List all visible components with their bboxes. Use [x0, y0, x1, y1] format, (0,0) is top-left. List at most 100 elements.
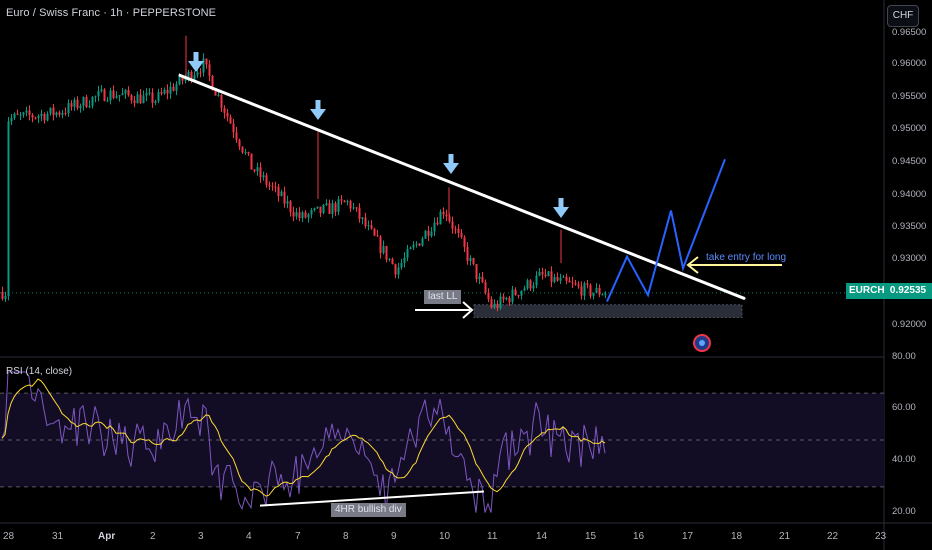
candle-body: [406, 249, 409, 258]
time-axis-label: 8: [343, 531, 349, 542]
candle-body: [376, 235, 379, 237]
down-arrow-shaft: [315, 100, 321, 110]
candle-body: [13, 113, 16, 118]
candle-body: [388, 258, 391, 260]
descending-trendline: [178, 73, 746, 300]
candle-body: [37, 115, 40, 118]
candle-body: [163, 89, 166, 94]
candle-body: [22, 112, 25, 115]
candle-body: [361, 217, 364, 219]
candle-body: [334, 203, 337, 212]
candle-body: [337, 199, 340, 212]
candle-body: [241, 146, 244, 153]
price-axis-label: 0.92000: [892, 319, 927, 330]
candle-body: [340, 199, 343, 201]
time-axis-label: 15: [585, 531, 597, 542]
candle-body: [577, 284, 580, 287]
candle-body: [523, 288, 526, 291]
candle-body: [118, 95, 121, 97]
candle-body: [76, 99, 79, 109]
candle-body: [208, 64, 211, 76]
candle-body: [148, 92, 151, 94]
candle-body: [85, 96, 88, 108]
candle-body: [10, 117, 13, 122]
candle-body: [541, 272, 544, 275]
support-zone: [473, 304, 743, 319]
candle-body: [352, 207, 355, 209]
candle-body: [517, 295, 520, 297]
candle-body: [418, 243, 421, 246]
candle-body: [427, 230, 430, 236]
candle-body: [181, 75, 184, 81]
candle-body: [217, 95, 220, 97]
candle-body: [319, 206, 322, 214]
candle-body: [325, 203, 328, 205]
candle-body: [229, 116, 232, 124]
candle-body: [529, 280, 532, 289]
candle-body: [172, 86, 175, 91]
candle-body: [271, 185, 274, 187]
candle-body: [97, 90, 100, 97]
take-entry-label: take entry for long: [706, 252, 787, 263]
candle-body: [454, 228, 457, 230]
down-arrow-head: [188, 61, 204, 72]
candle-body: [280, 191, 283, 197]
projection-path: [606, 158, 726, 302]
down-arrow-shaft: [558, 198, 564, 208]
candle-body: [301, 212, 304, 218]
candle-body: [430, 231, 433, 236]
candle-body: [583, 283, 586, 296]
candle-body: [364, 217, 367, 227]
time-axis-label: 17: [682, 531, 694, 542]
candle-body: [154, 101, 157, 103]
candle-body: [109, 90, 112, 101]
rsi-title: RSI (14, close): [6, 366, 73, 377]
time-axis-label: 16: [633, 531, 645, 542]
candle-body: [595, 287, 598, 293]
candle-body: [19, 114, 22, 116]
candle-body: [451, 221, 454, 229]
candle-body: [4, 296, 7, 299]
candle-body: [43, 113, 46, 121]
candle-body: [475, 263, 478, 280]
candle-body: [295, 212, 298, 217]
candle-body: [493, 303, 496, 308]
candle-body: [601, 294, 604, 296]
candle-body: [70, 103, 73, 107]
candle-body: [196, 72, 199, 76]
candle-body: [169, 86, 172, 94]
candle-body: [133, 100, 136, 104]
candle-body: [409, 247, 412, 250]
candle-body: [220, 95, 223, 109]
candle-body: [292, 211, 295, 217]
time-axis-label: 9: [391, 531, 397, 542]
candle-body: [586, 283, 589, 285]
candle-body: [400, 263, 403, 268]
candle-body: [502, 296, 505, 300]
candle-body: [520, 290, 523, 296]
candle-body: [193, 75, 196, 80]
candle-body: [244, 152, 247, 154]
candle-body: [322, 204, 325, 214]
candle-body: [289, 201, 292, 212]
candle-body: [535, 275, 538, 286]
time-axis-label: 14: [536, 531, 548, 542]
candle-body: [283, 191, 286, 204]
candle-body: [553, 277, 556, 282]
candle-body: [232, 123, 235, 133]
candle-body: [91, 96, 94, 106]
currency-button[interactable]: CHF: [887, 5, 919, 27]
candle-body: [592, 292, 595, 297]
candle-body: [304, 212, 307, 218]
time-axis-label: Apr: [98, 531, 116, 542]
candle-body: [214, 90, 217, 96]
candle-body: [103, 89, 106, 101]
candle-body: [277, 186, 280, 197]
candles-group: [1, 35, 607, 312]
candle-body: [514, 289, 517, 296]
candle-body: [469, 257, 472, 261]
candle-body: [7, 121, 10, 297]
candle-body: [67, 103, 70, 114]
candle-body: [547, 271, 550, 277]
